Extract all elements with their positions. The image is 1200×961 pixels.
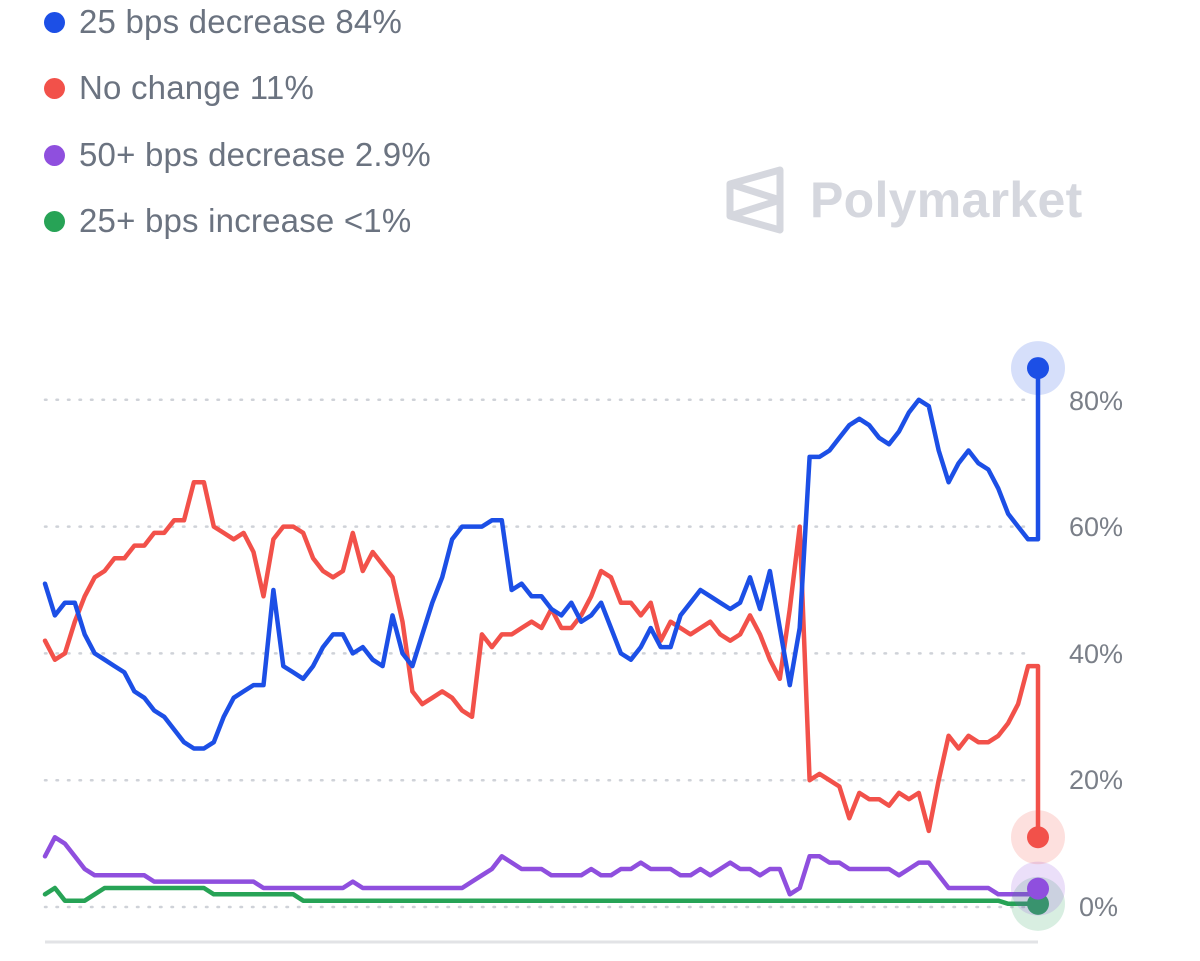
polymarket-logo-icon — [726, 166, 784, 234]
endpoint-dot[interactable] — [1027, 826, 1049, 849]
legend-item-25bps-decrease[interactable]: 25 bps decrease 84% — [44, 3, 402, 41]
series-line-25-bps-decrease[interactable] — [42, 365, 1041, 751]
y-tick-0: 0% — [1079, 892, 1119, 922]
chart-endpoints — [1011, 341, 1065, 931]
legend-item-25bps-increase[interactable]: 25+ bps increase <1% — [44, 202, 411, 240]
y-tick-60: 60% — [1069, 512, 1124, 542]
series-line-no-change[interactable] — [42, 479, 1041, 840]
series-dot-icon — [44, 144, 65, 166]
legend-label: 25 bps decrease 84% — [79, 3, 403, 40]
legend-label: 50+ bps decrease 2.9% — [79, 136, 431, 173]
series-dot-icon — [44, 210, 65, 232]
y-tick-40: 40% — [1069, 639, 1124, 669]
watermark-text: Polymarket — [810, 172, 1083, 228]
legend-item-50bps-decrease[interactable]: 50+ bps decrease 2.9% — [44, 136, 431, 174]
legend-label: No change 11% — [79, 69, 314, 106]
y-tick-20: 20% — [1069, 765, 1124, 795]
series-line-25-bps-increase[interactable] — [42, 885, 1041, 907]
legend-item-no-change[interactable]: No change 11% — [44, 69, 314, 107]
endpoint-dot[interactable] — [1027, 357, 1049, 380]
polymarket-watermark: Polymarket — [726, 166, 1083, 234]
y-tick-80: 80% — [1069, 386, 1124, 416]
legend-label: 25+ bps increase <1% — [79, 202, 412, 239]
series-line-50-bps-decrease[interactable] — [42, 835, 1041, 897]
chart-gridlines — [43, 398, 1032, 909]
chart-series-lines — [42, 365, 1041, 907]
series-dot-icon — [44, 77, 65, 99]
endpoint-dot[interactable] — [1027, 892, 1049, 915]
series-dot-icon — [44, 11, 65, 33]
endpoint-dot[interactable] — [1027, 877, 1049, 900]
